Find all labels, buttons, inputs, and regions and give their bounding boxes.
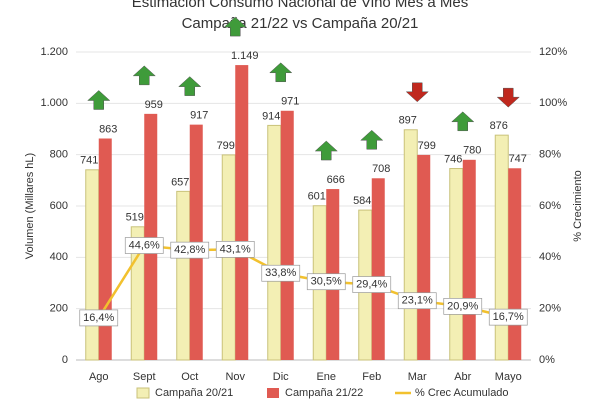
bar-value-label: 799	[418, 140, 436, 152]
bar-value-label: 746	[444, 153, 462, 165]
y-tick-label: 1.200	[40, 46, 68, 58]
x-tick-label: Mayo	[495, 371, 522, 383]
trend-arrow	[314, 140, 338, 161]
bar	[98, 138, 112, 360]
legend-label: % Crec Acumulado	[415, 387, 509, 399]
x-tick-label: Oct	[181, 371, 198, 383]
trend-arrow	[496, 87, 520, 108]
legend-label: Campaña 20/21	[155, 387, 233, 399]
bar	[462, 159, 476, 360]
line-label-box	[124, 237, 164, 254]
bar-value-label: 666	[327, 174, 345, 186]
line-label-box	[261, 264, 301, 282]
chart-subtitle: Campaña 21/22 vs Campaña 20/21	[182, 15, 419, 32]
trend-arrow	[405, 82, 429, 103]
line-label-box	[397, 292, 437, 310]
legend-label: Campaña 21/22	[285, 387, 363, 399]
bar-value-label: 780	[463, 145, 481, 157]
x-tick-label: Sept	[133, 371, 156, 383]
x-tick-label: Ene	[316, 371, 336, 383]
x-tick-label: Abr	[454, 371, 471, 383]
line-label-box	[352, 276, 392, 293]
line-label-box	[79, 309, 119, 327]
bar-value-label: 601	[308, 191, 326, 203]
line-value-label: 33,8%	[265, 267, 296, 279]
bar	[280, 110, 294, 360]
trend-arrow	[223, 16, 247, 37]
x-tick-label: Dic	[273, 371, 289, 383]
y2-tick-label: 60%	[539, 200, 561, 212]
bar	[508, 168, 522, 360]
line-value-label: 30,5%	[311, 276, 342, 288]
x-tick-label: Nov	[225, 371, 245, 383]
y-tick-label: 200	[50, 303, 68, 315]
y2-tick-label: 100%	[539, 97, 567, 109]
y-tick-label: 0	[62, 354, 68, 366]
bar	[494, 134, 509, 361]
line-value-label: 44,6%	[129, 239, 160, 251]
bar	[403, 129, 418, 361]
bar-value-label: 876	[490, 120, 508, 132]
bar-value-label: 657	[171, 176, 189, 188]
bar-value-label: 959	[145, 99, 163, 111]
y-tick-label: 600	[50, 200, 68, 212]
bar-value-label: 1.149	[231, 50, 259, 62]
line-label-box	[215, 241, 255, 258]
trend-arrow	[269, 62, 293, 83]
line-value-label: 20,9%	[447, 300, 478, 312]
y2-tick-label: 20%	[539, 303, 561, 315]
y-tick-label: 1.000	[40, 97, 68, 109]
bar-value-label: 917	[190, 110, 208, 122]
bar	[176, 190, 191, 361]
line-value-label: 43,1%	[220, 243, 251, 255]
bar-value-label: 914	[262, 110, 280, 122]
y-tick-label: 400	[50, 251, 68, 263]
line-value-label: 16,7%	[493, 311, 524, 323]
trend-arrow	[87, 90, 111, 110]
y2-tick-label: 120%	[539, 46, 567, 58]
bar	[144, 113, 158, 361]
line-value-label: 42,8%	[174, 244, 205, 256]
bar	[417, 154, 431, 360]
y-axis-title: Volumen (Millares hL)	[24, 153, 36, 259]
x-tick-label: Feb	[362, 371, 381, 383]
line-label-box	[170, 241, 210, 259]
trend-arrow	[360, 129, 384, 150]
trend-arrow	[178, 76, 202, 96]
line-value-label: 16,4%	[83, 312, 114, 324]
line-label-box	[306, 273, 346, 291]
x-tick-label: Mar	[408, 371, 427, 383]
bar-value-label: 799	[217, 140, 235, 152]
bar-value-label: 584	[353, 195, 371, 207]
trend-arrow	[451, 111, 475, 132]
bar-value-label: 971	[281, 96, 299, 108]
bar-value-label: 863	[99, 123, 117, 135]
trend-arrow	[132, 65, 156, 86]
legend-swatch	[267, 388, 279, 398]
chart-title: Estimación Consumo Nacional de Vino Mes …	[132, 0, 469, 11]
bar	[371, 178, 385, 360]
line-label-box	[443, 298, 483, 315]
bar	[85, 169, 100, 361]
x-tick-label: Ago	[89, 371, 109, 383]
bar-value-label: 519	[126, 212, 144, 224]
y2-axis-title: % Crecimiento	[572, 170, 584, 242]
bar-value-label: 708	[372, 163, 390, 175]
y2-tick-label: 40%	[539, 251, 561, 263]
bar	[267, 124, 282, 361]
bar-value-label: 747	[509, 153, 527, 165]
bar-value-label: 741	[80, 155, 98, 167]
line-label-box	[488, 308, 528, 326]
y2-tick-label: 0%	[539, 354, 555, 366]
y2-tick-label: 80%	[539, 149, 561, 161]
line-value-label: 29,4%	[356, 278, 387, 290]
bar	[235, 65, 249, 360]
bar-value-label: 897	[399, 115, 417, 127]
line	[97, 244, 509, 319]
line-value-label: 23,1%	[402, 295, 433, 307]
bar	[449, 168, 464, 361]
y-tick-label: 800	[50, 149, 68, 161]
legend-swatch	[136, 387, 150, 399]
